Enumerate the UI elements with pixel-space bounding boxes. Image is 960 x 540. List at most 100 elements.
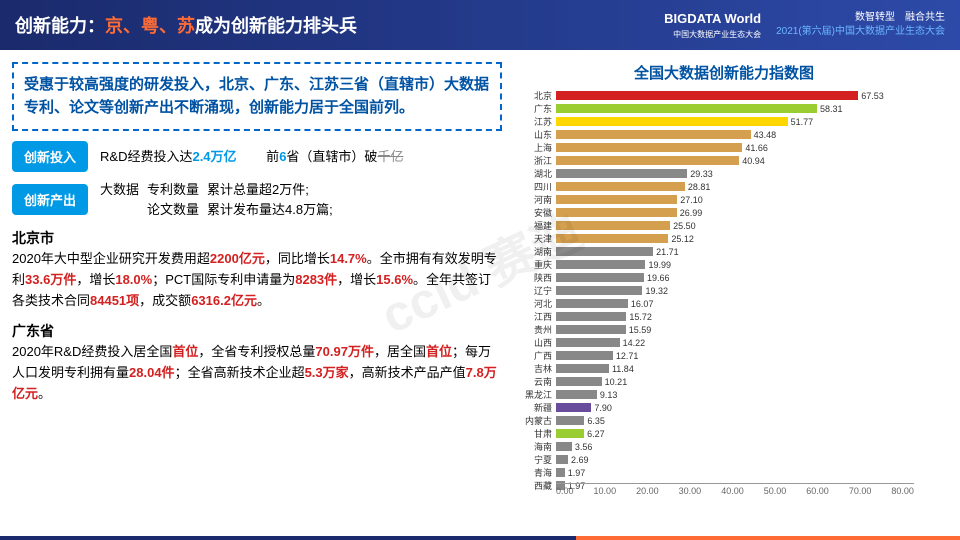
- bar-value: 1.97: [568, 468, 586, 478]
- bar: [556, 91, 858, 100]
- bar-value: 26.99: [680, 208, 703, 218]
- title-pre: 创新能力：: [15, 16, 105, 36]
- left-column: 受惠于较高强度的研发投入，北京、广东、江苏三省（直辖市）大数据专利、论文等创新产…: [12, 62, 502, 509]
- bar-label: 北京: [514, 89, 552, 102]
- header-branding: BIGDATA World 中国大数据产业生态大会: [664, 10, 761, 39]
- bar-value: 27.10: [680, 195, 703, 205]
- bar: [556, 325, 626, 334]
- bar-label: 陕西: [514, 271, 552, 284]
- bar-value: 6.35: [587, 416, 605, 426]
- bar: [556, 442, 572, 451]
- bar-value: 15.72: [629, 312, 652, 322]
- bar: [556, 364, 609, 373]
- bar-row: 甘肃6.27: [556, 427, 914, 440]
- bar-row: 湖北29.33: [556, 167, 914, 180]
- bar-value: 58.31: [820, 104, 843, 114]
- bar-value: 7.90: [594, 403, 612, 413]
- bar-label: 湖南: [514, 245, 552, 258]
- bar-label: 江西: [514, 310, 552, 323]
- innovation-output-row: 创新产出 大数据 专利数量 论文数量 累计总量超2万件; 累计发布量达4.8万篇…: [12, 180, 502, 219]
- header-event: 数智转型 融合共生 2021(第六届)中国大数据产业生态大会: [776, 11, 945, 39]
- bar-label: 福建: [514, 219, 552, 232]
- bar-label: 天津: [514, 232, 552, 245]
- bar-row: 陕西19.66: [556, 271, 914, 284]
- bar-row: 宁夏2.69: [556, 453, 914, 466]
- bar-value: 41.66: [745, 143, 768, 153]
- bar-row: 内蒙古6.35: [556, 414, 914, 427]
- bar-label: 贵州: [514, 323, 552, 336]
- bar-value: 9.13: [600, 390, 618, 400]
- bar-label: 江苏: [514, 115, 552, 128]
- bar-value: 19.32: [645, 286, 668, 296]
- bar-row: 上海41.66: [556, 141, 914, 154]
- bar-label: 湖北: [514, 167, 552, 180]
- bar-value: 21.71: [656, 247, 679, 257]
- bar-row: 江苏51.77: [556, 115, 914, 128]
- bar-label: 黑龙江: [514, 388, 552, 401]
- bar-row: 重庆19.99: [556, 258, 914, 271]
- bar: [556, 208, 677, 217]
- event-line1: 数智转型 融合共生: [776, 11, 945, 25]
- bar-value: 28.81: [688, 182, 711, 192]
- bar-row: 山西14.22: [556, 336, 914, 349]
- bar-value: 19.66: [647, 273, 670, 283]
- right-column: 全国大数据创新能力指数图 北京67.53广东58.31江苏51.77山东43.4…: [514, 62, 934, 509]
- bar-label: 吉林: [514, 362, 552, 375]
- bar-row: 海南3.56: [556, 440, 914, 453]
- bar-row: 云南10.21: [556, 375, 914, 388]
- bar-label: 青海: [514, 466, 552, 479]
- bar-value: 29.33: [690, 169, 713, 179]
- bar-value: 10.21: [605, 377, 628, 387]
- title-highlight: 京、粤、苏: [105, 16, 195, 36]
- bar-row: 福建25.50: [556, 219, 914, 232]
- bar-value: 14.22: [623, 338, 646, 348]
- bar-row: 新疆7.90: [556, 401, 914, 414]
- bar: [556, 221, 670, 230]
- bar-value: 11.84: [612, 364, 634, 374]
- content: 受惠于较高强度的研发投入，北京、广东、江苏三省（直辖市）大数据专利、论文等创新产…: [0, 50, 960, 521]
- bar-row: 湖南21.71: [556, 245, 914, 258]
- bar-row: 青海1.97: [556, 466, 914, 479]
- bar: [556, 195, 677, 204]
- bar-row: 广东58.31: [556, 102, 914, 115]
- bar-value: 40.94: [742, 156, 765, 166]
- beijing-body: 2020年大中型企业研究开发费用超2200亿元，同比增长14.7%。全市拥有有效…: [12, 249, 502, 311]
- logo-text: BIGDATA World: [664, 10, 761, 28]
- input-text: R&D经费投入达2.4万亿 前6省（直辖市）破千亿: [100, 147, 502, 167]
- bar-value: 43.48: [754, 130, 777, 140]
- bar: [556, 143, 742, 152]
- bar-label: 浙江: [514, 154, 552, 167]
- output-text: 大数据 专利数量 论文数量 累计总量超2万件; 累计发布量达4.8万篇;: [100, 180, 502, 219]
- bar-row: 河北16.07: [556, 297, 914, 310]
- bar-value: 19.99: [648, 260, 671, 270]
- bar-label: 广西: [514, 349, 552, 362]
- title-post: 成为创新能力排头兵: [195, 16, 357, 36]
- input-badge: 创新投入: [12, 141, 88, 172]
- bar: [556, 455, 568, 464]
- bar: [556, 169, 687, 178]
- event-line2: 2021(第六届)中国大数据产业生态大会: [776, 25, 945, 39]
- bar-value: 25.50: [673, 221, 696, 231]
- bar: [556, 273, 644, 282]
- bar-row: 辽宁19.32: [556, 284, 914, 297]
- bar-label: 重庆: [514, 258, 552, 271]
- chart-title: 全国大数据创新能力指数图: [514, 62, 934, 83]
- bar-label: 辽宁: [514, 284, 552, 297]
- bar: [556, 104, 817, 113]
- bar-value: 51.77: [791, 117, 814, 127]
- bar-row: 浙江40.94: [556, 154, 914, 167]
- highlight-text: 受惠于较高强度的研发投入，北京、广东、江苏三省（直辖市）大数据专利、论文等创新产…: [24, 74, 490, 119]
- bar: [556, 234, 668, 243]
- logo-sub: 中国大数据产业生态大会: [664, 29, 761, 40]
- innovation-input-row: 创新投入 R&D经费投入达2.4万亿 前6省（直辖市）破千亿: [12, 141, 502, 172]
- footer-line: [0, 536, 960, 540]
- bar-label: 安徽: [514, 206, 552, 219]
- bar-label: 新疆: [514, 401, 552, 414]
- bar: [556, 312, 626, 321]
- beijing-region: 北京市 2020年大中型企业研究开发费用超2200亿元，同比增长14.7%。全市…: [12, 227, 502, 312]
- bar: [556, 156, 739, 165]
- bar: [556, 130, 751, 139]
- bar-row: 四川28.81: [556, 180, 914, 193]
- bar: [556, 117, 788, 126]
- output-badge: 创新产出: [12, 184, 88, 215]
